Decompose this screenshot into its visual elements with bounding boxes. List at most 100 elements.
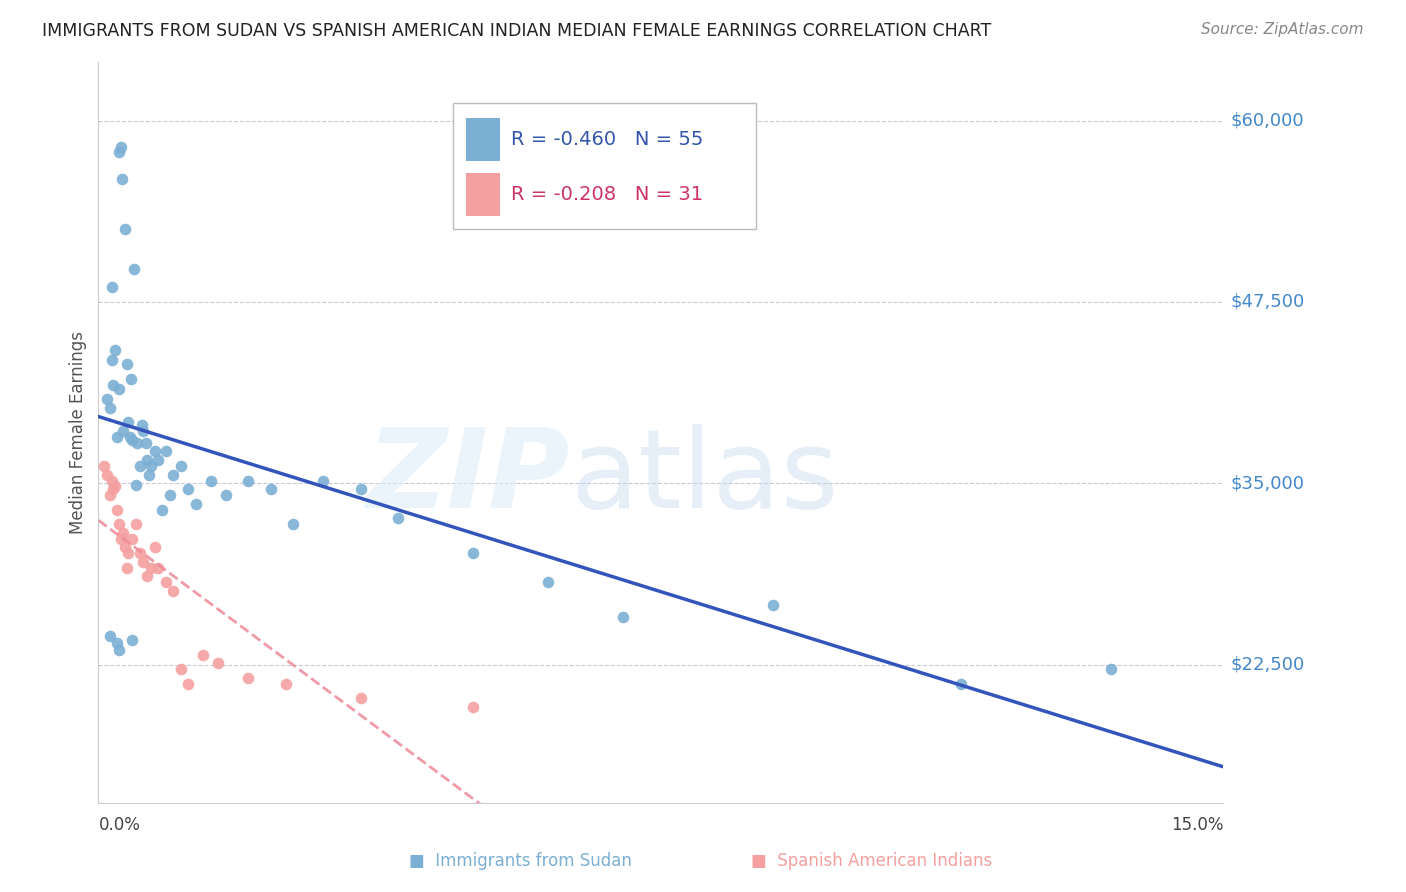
Point [104, 343, 127, 357]
Point [108, 643, 131, 657]
Point [101, 474, 124, 488]
Point [387, 511, 409, 525]
Point [537, 575, 560, 590]
Point [177, 482, 200, 496]
Y-axis label: Median Female Earnings: Median Female Earnings [69, 331, 87, 534]
Point [238, 474, 260, 488]
Point [207, 657, 229, 671]
Bar [467, 173, 501, 216]
Point [138, 467, 160, 482]
Point [260, 482, 283, 496]
FancyBboxPatch shape [453, 103, 756, 229]
Point [108, 145, 131, 160]
Point [117, 546, 139, 560]
Point [103, 377, 125, 392]
Point [107, 382, 129, 396]
Point [350, 691, 373, 706]
Point [170, 662, 193, 676]
Bar [467, 118, 501, 161]
Point [118, 430, 141, 444]
Point [93, 458, 115, 473]
Point [184, 497, 207, 511]
Point [170, 458, 193, 473]
Text: atlas: atlas [571, 424, 839, 531]
Point [132, 424, 155, 438]
Text: IMMIGRANTS FROM SUDAN VS SPANISH AMERICAN INDIAN MEDIAN FEMALE EARNINGS CORRELAT: IMMIGRANTS FROM SUDAN VS SPANISH AMERICA… [42, 22, 991, 40]
Point [127, 435, 149, 450]
Point [143, 541, 166, 555]
Point [110, 139, 132, 153]
Point [105, 430, 128, 444]
Point [122, 261, 145, 276]
Text: 15.0%: 15.0% [1171, 816, 1223, 834]
Point [949, 677, 972, 691]
Text: ZIP: ZIP [367, 424, 571, 531]
Point [350, 482, 373, 496]
Point [612, 610, 634, 624]
Point [463, 700, 485, 714]
Point [135, 435, 157, 450]
Point [312, 474, 335, 488]
Point [162, 583, 184, 598]
Point [108, 517, 131, 532]
Point [98, 629, 121, 643]
Text: ■  Spanish American Indians: ■ Spanish American Indians [751, 852, 993, 870]
Point [103, 482, 125, 496]
Point [98, 488, 121, 502]
Point [215, 488, 238, 502]
Point [120, 372, 142, 386]
Point [121, 633, 143, 648]
Point [96, 392, 118, 407]
Point [128, 458, 150, 473]
Point [101, 280, 124, 294]
Point [111, 171, 134, 186]
Text: R = -0.460   N = 55: R = -0.460 N = 55 [512, 130, 703, 149]
Text: 0.0%: 0.0% [98, 816, 141, 834]
Point [132, 555, 155, 569]
Point [200, 474, 222, 488]
Point [136, 453, 159, 467]
Point [155, 575, 177, 590]
Text: $22,500: $22,500 [1230, 656, 1305, 673]
Point [125, 517, 148, 532]
Point [115, 358, 138, 372]
Point [117, 416, 139, 430]
Point [105, 636, 128, 650]
Text: $35,000: $35,000 [1230, 475, 1305, 492]
Point [114, 541, 136, 555]
Point [283, 517, 305, 532]
Point [112, 424, 135, 438]
Text: $60,000: $60,000 [1230, 112, 1303, 129]
Point [131, 418, 153, 433]
Point [110, 532, 132, 546]
Text: ■  Immigrants from Sudan: ■ Immigrants from Sudan [409, 852, 631, 870]
Point [143, 444, 166, 458]
Point [121, 532, 143, 546]
Point [463, 546, 485, 560]
Point [96, 467, 118, 482]
Point [139, 458, 162, 473]
Point [101, 353, 124, 368]
Point [139, 560, 162, 574]
Point [155, 444, 177, 458]
Point [274, 677, 297, 691]
Point [177, 677, 200, 691]
Text: R = -0.208   N = 31: R = -0.208 N = 31 [512, 185, 703, 203]
Point [762, 599, 785, 613]
Point [150, 502, 173, 516]
Point [238, 671, 260, 685]
Point [115, 560, 138, 574]
Point [105, 502, 128, 516]
Point [128, 546, 150, 560]
Text: Source: ZipAtlas.com: Source: ZipAtlas.com [1201, 22, 1364, 37]
Point [159, 488, 181, 502]
Point [121, 433, 143, 447]
Point [104, 479, 127, 493]
Point [136, 569, 159, 583]
Point [98, 401, 121, 415]
Point [114, 222, 136, 236]
Point [162, 467, 184, 482]
Point [148, 560, 170, 574]
Point [148, 453, 170, 467]
Point [125, 478, 148, 492]
